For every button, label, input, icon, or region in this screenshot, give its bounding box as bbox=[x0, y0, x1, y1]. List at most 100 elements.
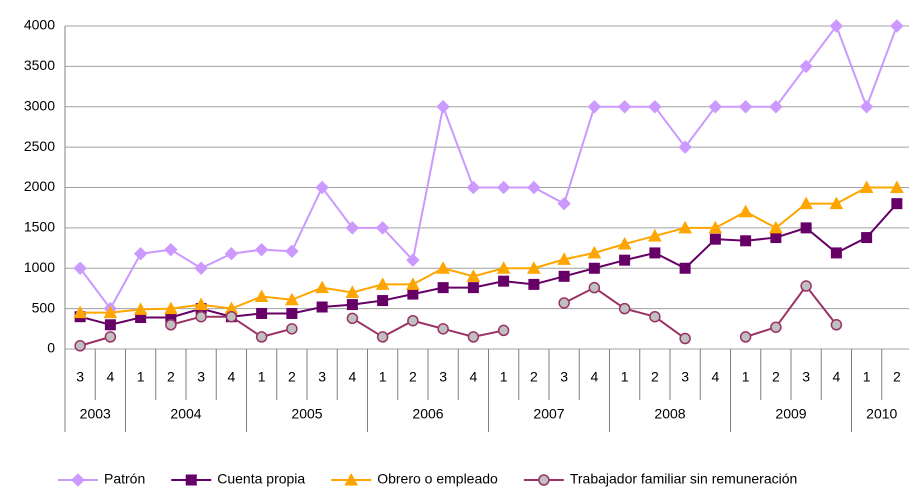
point bbox=[588, 281, 601, 294]
point bbox=[829, 196, 844, 210]
y-tick-label: 2000 bbox=[24, 178, 55, 194]
x-tick-label: 2 bbox=[772, 369, 780, 385]
y-tick-label: 1000 bbox=[24, 259, 55, 275]
series-line bbox=[79, 23, 898, 311]
series-line bbox=[79, 284, 838, 347]
x-tick-label: 4 bbox=[106, 369, 114, 385]
y-tick-label: 3500 bbox=[24, 57, 55, 73]
x-tick-label: 3 bbox=[318, 369, 326, 385]
point bbox=[769, 100, 783, 114]
x-tick-label: 1 bbox=[258, 369, 266, 385]
point bbox=[377, 295, 389, 307]
point bbox=[588, 262, 600, 274]
point bbox=[286, 323, 298, 335]
point bbox=[103, 305, 118, 319]
point bbox=[890, 180, 904, 193]
point bbox=[375, 221, 390, 235]
point bbox=[346, 299, 358, 311]
point bbox=[891, 198, 903, 210]
point bbox=[679, 332, 691, 345]
point bbox=[739, 331, 752, 343]
point bbox=[528, 278, 540, 290]
point bbox=[316, 301, 328, 313]
legend-marker bbox=[185, 474, 197, 486]
point bbox=[315, 280, 329, 294]
x-tick-label: 4 bbox=[469, 369, 477, 385]
x-tick-label: 1 bbox=[379, 369, 387, 385]
point bbox=[133, 302, 148, 315]
point bbox=[164, 301, 178, 315]
point bbox=[255, 331, 268, 343]
point bbox=[587, 100, 602, 114]
point bbox=[375, 277, 390, 290]
y-tick-label: 2500 bbox=[24, 138, 55, 154]
point bbox=[649, 310, 661, 323]
point bbox=[73, 261, 87, 275]
point bbox=[527, 261, 541, 274]
x-tick-label: 1 bbox=[500, 369, 508, 385]
point bbox=[829, 19, 844, 33]
x-group-label: 2004 bbox=[170, 406, 201, 422]
point bbox=[345, 221, 360, 235]
point bbox=[770, 321, 782, 333]
point bbox=[286, 307, 298, 319]
point bbox=[254, 242, 269, 257]
x-tick-label: 1 bbox=[742, 369, 750, 385]
x-tick-label: 3 bbox=[197, 369, 205, 385]
point bbox=[740, 235, 752, 247]
point bbox=[467, 331, 480, 343]
point bbox=[769, 220, 783, 234]
point bbox=[406, 253, 420, 267]
point bbox=[859, 100, 874, 114]
point bbox=[165, 319, 177, 331]
x-group-label: 2006 bbox=[412, 406, 443, 422]
point bbox=[224, 247, 239, 261]
x-tick-label: 3 bbox=[560, 369, 568, 385]
point bbox=[496, 261, 511, 274]
point bbox=[558, 270, 570, 282]
x-tick-label: 4 bbox=[832, 369, 840, 385]
point bbox=[285, 292, 299, 306]
point bbox=[861, 232, 873, 244]
point bbox=[436, 100, 450, 114]
x-tick-label: 1 bbox=[863, 369, 871, 385]
point bbox=[557, 196, 571, 211]
point bbox=[738, 100, 753, 114]
legend-label: Cuenta propia bbox=[217, 471, 305, 487]
point bbox=[194, 261, 208, 275]
point bbox=[830, 319, 843, 331]
x-tick-label: 3 bbox=[76, 369, 84, 385]
series-line bbox=[80, 186, 897, 314]
y-tick-label: 500 bbox=[32, 299, 56, 315]
legend-marker bbox=[344, 472, 359, 486]
point bbox=[708, 100, 723, 114]
point bbox=[617, 100, 632, 114]
x-tick-label: 2 bbox=[651, 369, 659, 385]
point bbox=[800, 280, 812, 292]
x-tick-label: 3 bbox=[681, 369, 689, 385]
point bbox=[436, 261, 450, 274]
y-tick-label: 3000 bbox=[24, 97, 55, 113]
y-tick-label: 1500 bbox=[24, 219, 55, 235]
point bbox=[859, 180, 874, 193]
x-tick-label: 4 bbox=[348, 369, 356, 385]
x-tick-label: 2 bbox=[288, 369, 296, 385]
point bbox=[738, 204, 753, 218]
point bbox=[256, 307, 268, 319]
point bbox=[194, 297, 208, 311]
point bbox=[678, 220, 692, 234]
legend-marker bbox=[538, 474, 550, 486]
point bbox=[376, 331, 389, 343]
point bbox=[467, 282, 479, 294]
point bbox=[466, 180, 481, 195]
point bbox=[164, 242, 178, 257]
legend-label: Patrón bbox=[104, 471, 145, 487]
point bbox=[133, 247, 148, 261]
point bbox=[195, 310, 207, 323]
y-tick-label: 4000 bbox=[24, 17, 55, 33]
x-tick-label: 3 bbox=[439, 369, 447, 385]
point bbox=[407, 314, 419, 327]
x-group-label: 2009 bbox=[775, 406, 806, 422]
x-tick-label: 1 bbox=[621, 369, 629, 385]
